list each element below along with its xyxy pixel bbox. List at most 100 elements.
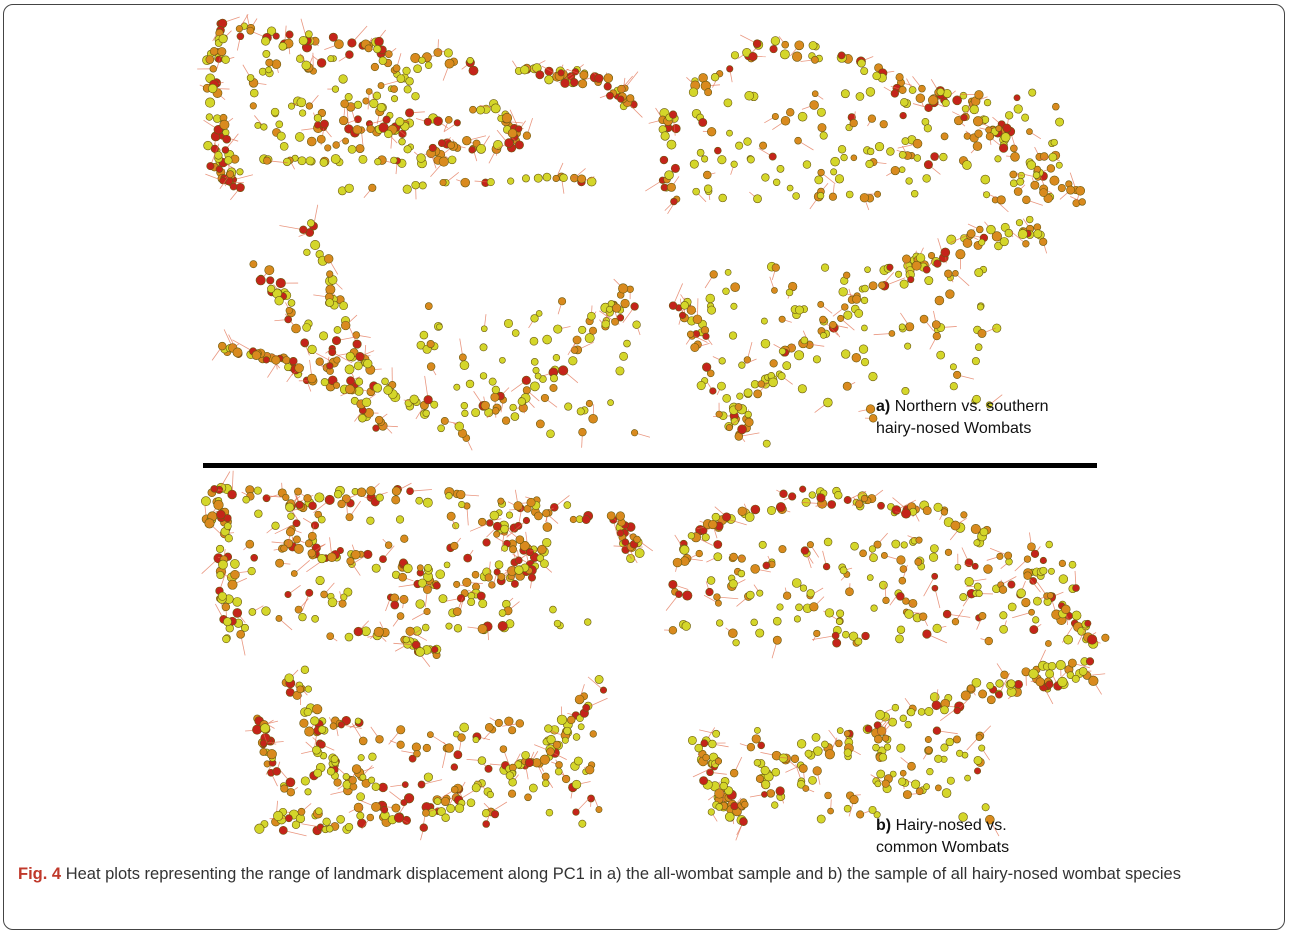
landmark-point (587, 311, 596, 321)
landmark-point (816, 814, 826, 824)
landmark-point (771, 768, 781, 777)
landmark-point (542, 522, 553, 532)
landmark-point (719, 781, 728, 791)
landmark-point (966, 684, 975, 693)
landmark-point (851, 353, 861, 363)
landmark-point (899, 714, 907, 723)
figure-number: Fig. 4 (18, 865, 62, 883)
landmark-point (1045, 540, 1053, 549)
landmark-point (928, 552, 939, 562)
landmark-point (794, 350, 805, 361)
landmark-point (1048, 152, 1058, 162)
landmark-point (675, 590, 683, 598)
landmark-point (351, 764, 362, 774)
landmark-point (254, 823, 265, 834)
landmark-point (843, 271, 851, 279)
landmark-point (778, 315, 786, 323)
landmark-point (235, 183, 245, 193)
landmark-point (848, 631, 859, 641)
landmark-point (552, 740, 561, 749)
landmark-point (254, 509, 263, 518)
landmark-point (812, 766, 822, 776)
landmark-point (443, 48, 453, 58)
landmark-point (417, 578, 427, 588)
landmark-point (300, 665, 310, 674)
landmark-point (520, 65, 530, 75)
landmark-point (213, 499, 224, 511)
landmark-point (578, 427, 587, 437)
landmark-point (544, 724, 553, 733)
landmark-point (850, 541, 859, 551)
landmark-point (1013, 94, 1021, 102)
landmark-point (221, 602, 231, 612)
landmark-point (736, 392, 744, 400)
figure-frame (3, 4, 1285, 930)
landmark-point (476, 144, 487, 154)
landmark-point (490, 810, 500, 819)
landmark-point (503, 318, 513, 329)
landmark-point (692, 187, 700, 196)
landmark-point (1002, 123, 1012, 133)
landmark-point (299, 225, 308, 234)
landmark-point (478, 599, 488, 609)
landmark-point (849, 118, 858, 128)
landmark-point (889, 770, 897, 778)
caption-text: Heat plots representing the range of lan… (65, 865, 1181, 883)
landmark-point (931, 700, 942, 711)
landmark-point (559, 173, 568, 183)
landmark-point (729, 552, 738, 562)
landmark-point (594, 675, 604, 684)
landmark-point (317, 515, 326, 524)
landmark-point (417, 780, 426, 789)
landmark-point (981, 803, 990, 812)
landmark-point (294, 132, 305, 142)
landmark-point (391, 495, 401, 505)
landmark-point (373, 44, 382, 54)
landmark-point (439, 179, 447, 187)
landmark-point (383, 385, 393, 395)
landmark-point (223, 617, 232, 627)
landmark-point (415, 647, 425, 657)
panel-a-line1: Northern vs. southern (894, 398, 1049, 415)
landmark-point (860, 358, 870, 367)
landmark-point (946, 776, 955, 785)
landmark-point (704, 88, 713, 97)
landmark-point (795, 603, 803, 612)
landmark-point (1005, 558, 1013, 566)
landmark-point (953, 706, 961, 715)
landmark-point (563, 726, 572, 735)
landmark-point (616, 529, 625, 537)
landmark-point (236, 168, 244, 176)
landmark-point (356, 487, 367, 497)
landmark-point (324, 494, 335, 505)
landmark-point (1022, 195, 1031, 205)
landmark-point (670, 163, 680, 173)
landmark-point (400, 534, 409, 543)
landmark-point (994, 155, 1002, 163)
panel-b-line1: Hairy-nosed vs. (895, 817, 1007, 834)
landmark-point (860, 67, 869, 76)
landmark-point (670, 197, 678, 206)
landmark-point (830, 168, 838, 176)
landmark-point (217, 591, 227, 601)
landmark-point (525, 548, 534, 557)
landmark-point (287, 299, 296, 307)
landmark-point (934, 295, 945, 306)
landmark-point (479, 343, 488, 352)
landmark-point (346, 376, 355, 386)
landmark-point (873, 540, 882, 549)
landmark-point (911, 779, 921, 789)
landmark-point (236, 32, 245, 41)
landmark-point (325, 284, 336, 295)
landmark-point (549, 605, 557, 614)
landmark-point (272, 32, 280, 40)
landmark-point (798, 763, 808, 773)
landmark-point (664, 170, 674, 180)
landmark-point (223, 522, 232, 531)
landmark-point (354, 717, 362, 725)
landmark-point (898, 166, 906, 173)
landmark-point (521, 375, 531, 385)
landmark-point (377, 82, 385, 90)
landmark-point (767, 505, 777, 515)
landmark-point (424, 563, 433, 572)
